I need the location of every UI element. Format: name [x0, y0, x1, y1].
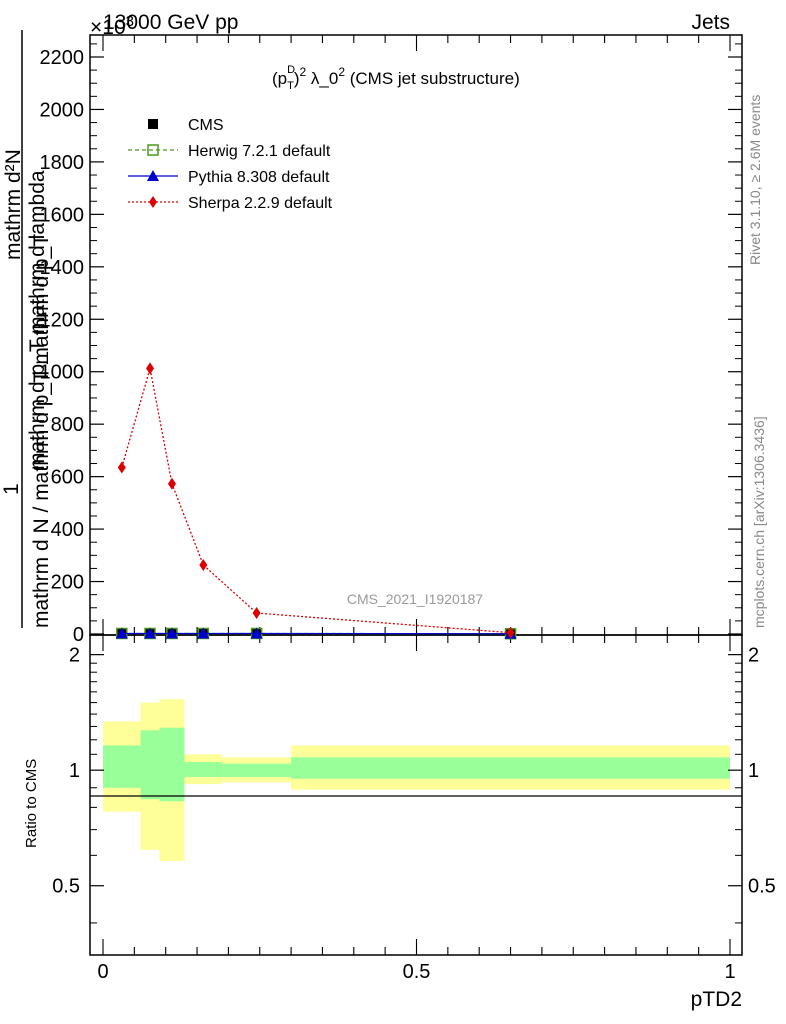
x-tick-label: 0.5	[403, 961, 431, 983]
y-tick-label: 2000	[40, 99, 85, 121]
plot-title: (pD T)2 λ_02 (CMS jet substructure)	[272, 64, 520, 92]
y-label-denominator: mathrm d N / mathrm d p_T mathrm d p_T	[30, 234, 53, 628]
legend-marker	[149, 196, 157, 208]
legend-label: Pythia 8.308 default	[188, 169, 330, 186]
ratio-tick-label: 1	[69, 760, 80, 782]
series-line	[121, 368, 511, 634]
legend-label: Sherpa 2.2.9 default	[188, 195, 333, 212]
y-tick-label: 800	[51, 414, 84, 436]
legend-marker	[148, 119, 158, 129]
y-tick-label: 1000	[40, 362, 85, 384]
y-tick-label: 200	[51, 572, 84, 594]
y-label-one: 1	[0, 483, 23, 495]
data-point	[252, 607, 261, 620]
data-point	[115, 627, 128, 639]
data-point	[250, 627, 263, 639]
legend-marker	[147, 170, 159, 181]
ratio-band-inner	[103, 745, 141, 788]
y-tick-label: 400	[51, 519, 84, 541]
y-tick-label: 600	[51, 467, 84, 489]
ratio-band-inner	[140, 730, 160, 800]
legend-label: Herwig 7.2.1 default	[188, 143, 331, 160]
series-layer	[115, 362, 517, 640]
y-tick-label: 1800	[40, 152, 85, 174]
energy-label: 13000 GeV pp	[103, 11, 238, 34]
ratio-bands	[103, 699, 730, 861]
main-y-axis: 0 200 400 600 800 1000 1200 1400 1600 1800 2000 220…	[40, 43, 742, 646]
ratio-band-inner	[222, 763, 292, 777]
y-label-numerator: mathrm d²N	[2, 149, 25, 260]
x-tick-label: 0	[97, 961, 108, 983]
x-axis-label: pTD2	[691, 988, 742, 1011]
ratio-tick-label: 2	[69, 645, 80, 667]
main-y-label: mathrm d²N mathrm d p_T mathrm d lambda …	[0, 30, 53, 628]
data-point	[146, 362, 155, 375]
data-point	[199, 559, 208, 572]
ratio-tick-label: 0.5	[52, 876, 80, 898]
data-point	[144, 627, 157, 639]
y-tick-label: 1200	[40, 309, 85, 331]
ratio-y-axis: 0.5 0.5 1 1 2 2	[52, 645, 776, 924]
y-tick-label: 1600	[40, 204, 85, 226]
y-multiplier: ×103	[90, 13, 134, 39]
legend-label: CMS	[188, 117, 224, 134]
y-tick-label: 1400	[40, 257, 85, 279]
data-point	[167, 477, 176, 490]
y-label-numerator-line2: mathrm d p_T mathrm d lambda	[26, 170, 49, 470]
process-label: Jets	[691, 11, 730, 34]
x-tick-label: 1	[724, 961, 735, 983]
ratio-band-inner	[184, 762, 223, 777]
y-tick-label: 0	[73, 624, 84, 646]
data-point	[117, 461, 126, 474]
ratio-band-inner	[291, 757, 730, 779]
ratio-plot-frame	[89, 634, 743, 956]
ratio-tick-label-right: 1	[748, 760, 759, 782]
data-point	[165, 627, 178, 639]
ratio-tick-label-right: 0.5	[748, 876, 776, 898]
ratio-tick-label-right: 2	[748, 645, 759, 667]
ratio-band-inner	[159, 727, 185, 802]
rivet-label: Rivet 3.1.10, ≥ 2.6M events	[747, 95, 763, 265]
ratio-y-label: Ratio to CMS	[23, 759, 40, 848]
data-point	[506, 626, 515, 639]
data-point	[197, 627, 210, 639]
legend-marker	[147, 144, 159, 156]
analysis-id: CMS_2021_I1920187	[347, 591, 483, 607]
mcplots-label: mcplots.cern.ch [arXiv:1306.3436]	[751, 416, 767, 628]
legend: CMS Herwig 7.2.1 default Pythia 8.308 defa…	[128, 117, 333, 212]
y-tick-label: 2200	[40, 47, 85, 69]
